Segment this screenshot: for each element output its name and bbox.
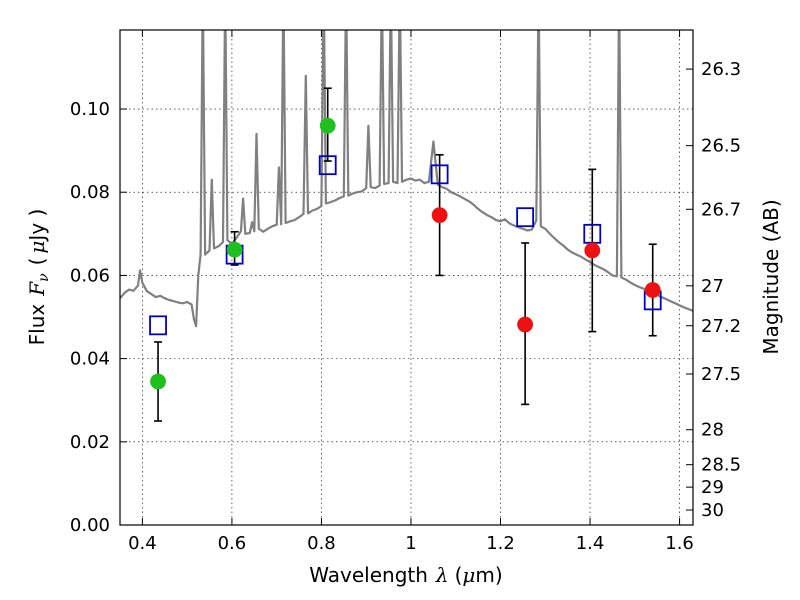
y-axis-label-unit: Jy ) [25, 209, 49, 243]
model-spectrum-layer [120, 30, 693, 328]
y2-axis-label: Magnitude (AB) [759, 199, 783, 354]
y2-tick-label: 28.5 [701, 455, 741, 476]
x-tick-label: 1 [405, 533, 416, 554]
y-axis-label-sub: ν [36, 273, 52, 282]
model-spectrum-line [120, 30, 693, 328]
observed-point [644, 282, 661, 298]
observed-point [150, 373, 166, 390]
x-axis-label-mu: μ [462, 563, 475, 587]
x-tick-label: 1.6 [665, 533, 694, 554]
y2-tick-label: 29 [701, 477, 724, 498]
y2-tick-label: 27.5 [701, 364, 741, 385]
model-band-square [149, 315, 167, 336]
x-tick-label: 0.6 [218, 533, 247, 554]
observed-point [517, 316, 534, 333]
x-tick-label: 0.4 [128, 533, 157, 554]
ticks-layer: 0.4 0.6 0.8 1 1.2 1.4 1.6 0.00 0.02 0.04 0.06 0.08 0… [70, 30, 741, 554]
x-axis-label-prefix: Wavelength [309, 563, 428, 587]
x-axis-label-open: ( [455, 563, 463, 587]
y-tick-label: 0.06 [70, 265, 110, 286]
model-band-square [318, 155, 337, 176]
y2-tick-label: 28 [701, 420, 724, 441]
y2-tick-label: 27.2 [701, 316, 741, 337]
observed-point [226, 241, 243, 258]
y-tick-label: 0.04 [70, 349, 110, 370]
x-tick-label: 1.4 [576, 533, 605, 554]
y2-tick-label: 26.7 [701, 199, 741, 220]
plot-area [120, 30, 693, 525]
y-axis-label: Flux Fν ( μJy ) [25, 209, 52, 346]
y-tick-label: 0.02 [70, 432, 110, 453]
y-tick-label: 0.00 [70, 515, 110, 536]
y-tick-label: 0.08 [70, 182, 110, 203]
observed-point [584, 242, 601, 259]
y-axis-label-symbol: F [25, 281, 49, 297]
x-tick-label: 1.2 [486, 533, 515, 554]
y-axis-label-prefix: Flux [25, 304, 49, 346]
y2-tick-label: 26.3 [701, 59, 741, 80]
x-tick-label: 0.8 [307, 533, 336, 554]
model-band-square [430, 164, 449, 185]
observed-point [431, 207, 448, 224]
plot-frame [119, 29, 694, 526]
y2-tick-label: 27 [701, 276, 724, 297]
x-axis-label-unit: m) [475, 563, 502, 587]
observed-point [319, 117, 336, 134]
observed-points-layer [150, 117, 661, 390]
y2-tick-label: 26.5 [701, 136, 741, 157]
x-axis-label: Wavelength λ (μm) [309, 563, 502, 587]
y-tick-label: 0.10 [70, 99, 110, 120]
x-axis-label-symbol: λ [435, 563, 449, 587]
model-band-square [516, 207, 535, 228]
y2-tick-label: 30 [701, 500, 724, 521]
y-axis-label-mu: μ [25, 241, 49, 254]
y-axis-label-open: ( [25, 258, 49, 266]
